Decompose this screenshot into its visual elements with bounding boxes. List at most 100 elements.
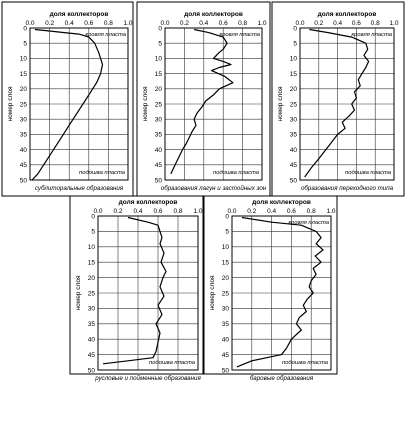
x-tick-label: 0.2 <box>180 20 189 27</box>
chart-panel-1: 0.0 0.2 0.4 0.6 0.8 1.0 0 5 10 15 20 25 30 35 40 45 50 до… <box>1 1 134 197</box>
x-tick-label: 0.0 <box>160 20 169 27</box>
x-tick-label: 0.6 <box>84 20 93 27</box>
chart-caption: образования переходного типа <box>301 185 394 192</box>
chart-title: доля коллекторов <box>184 11 243 18</box>
chart-title: доля коллекторов <box>50 11 109 18</box>
y-tick-label: 35 <box>20 132 28 139</box>
chart-caption: баровые образования <box>250 375 314 382</box>
y-tick-label: 0 <box>158 25 162 32</box>
annotation-top: кровля пласта <box>85 32 126 38</box>
y-tick-label: 20 <box>155 86 163 93</box>
y-tick-label: 10 <box>20 56 28 63</box>
y-tick-label: 0 <box>293 25 297 32</box>
y-tick-label: 20 <box>290 86 298 93</box>
x-tick-label: 0.6 <box>287 208 296 215</box>
y-tick-label: 5 <box>225 229 229 236</box>
y-tick-label: 40 <box>290 147 298 154</box>
plot-border <box>97 215 199 371</box>
y-tick-label: 35 <box>88 321 96 328</box>
x-tick-label: 0.6 <box>352 20 361 27</box>
chart-panel-5: 0.0 0.2 0.4 0.6 0.8 1.0 0 5 10 15 20 25 30 35 40 45 50 до… <box>203 195 338 382</box>
x-tick-label: 1.0 <box>193 208 202 215</box>
x-tick-label: 0.6 <box>219 20 228 27</box>
chart-caption: сублиторальные образования <box>35 185 124 192</box>
annotation-bottom: подошва пласта <box>345 170 392 176</box>
y-tick-label: 45 <box>290 162 298 169</box>
x-tick-label: 0.4 <box>133 208 142 215</box>
x-tick-label: 0.6 <box>153 208 162 215</box>
y-tick-label: 25 <box>20 101 28 108</box>
plot-border <box>164 27 263 181</box>
plot-border <box>231 215 332 371</box>
y-tick-label: 5 <box>91 229 95 236</box>
chart-title: доля коллекторов <box>318 11 377 18</box>
y-tick-label: 50 <box>222 367 230 374</box>
x-tick-label: 0.4 <box>199 20 208 27</box>
y-tick-label: 35 <box>222 321 230 328</box>
y-tick-label: 45 <box>20 162 28 169</box>
y-tick-label: 50 <box>88 367 96 374</box>
y-tick-label: 20 <box>222 275 230 282</box>
y-tick-label: 50 <box>20 177 28 184</box>
x-tick-label: 0.8 <box>104 20 113 27</box>
chart-panel-2: 0.0 0.2 0.4 0.6 0.8 1.0 0 5 10 15 20 25 30 35 40 45 50 до… <box>136 1 271 197</box>
x-tick-label: 0.2 <box>45 20 54 27</box>
series-line <box>102 216 167 365</box>
x-tick-label: 0.0 <box>93 208 102 215</box>
x-tick-label: 0.4 <box>267 208 276 215</box>
y-tick-label: 25 <box>155 101 163 108</box>
y-tick-label: 45 <box>155 162 163 169</box>
x-tick-label: 0.2 <box>314 20 323 27</box>
x-tick-label: 0.0 <box>227 208 236 215</box>
y-tick-label: 40 <box>155 147 163 154</box>
annotation-bottom: подошва пласта <box>213 170 260 176</box>
plot-border <box>29 27 129 181</box>
y-tick-label: 45 <box>88 352 96 359</box>
y-tick-label: 40 <box>222 337 230 344</box>
plot-border <box>299 27 395 181</box>
y-tick-label: 15 <box>20 71 28 78</box>
x-tick-label: 1.0 <box>257 20 266 27</box>
annotation-bottom: подошва пласта <box>149 360 196 366</box>
series-line <box>31 28 104 181</box>
x-tick-label: 0.2 <box>247 208 256 215</box>
x-tick-label: 1.0 <box>123 20 132 27</box>
y-tick-label: 15 <box>222 260 230 267</box>
y-tick-label: 50 <box>155 177 163 184</box>
y-tick-label: 10 <box>155 56 163 63</box>
x-tick-label: 0.0 <box>295 20 304 27</box>
chart-caption: образования лагун и застойных зон <box>161 185 267 192</box>
y-tick-label: 20 <box>88 275 96 282</box>
y-tick-label: 10 <box>222 244 230 251</box>
y-tick-label: 40 <box>88 337 96 344</box>
y-tick-label: 25 <box>290 101 298 108</box>
chart-title: доля коллекторов <box>119 199 178 206</box>
x-tick-label: 0.8 <box>371 20 380 27</box>
y-axis-label: номер слоя <box>75 275 82 310</box>
y-tick-label: 10 <box>290 56 298 63</box>
y-tick-label: 40 <box>20 147 28 154</box>
chart-panel-4: 0.0 0.2 0.4 0.6 0.8 1.0 0 5 10 15 20 25 30 35 40 45 50 до… <box>69 195 204 382</box>
y-axis-label: номер слоя <box>209 275 216 310</box>
y-axis-label: номер слоя <box>142 86 149 121</box>
x-tick-label: 0.4 <box>65 20 74 27</box>
x-tick-label: 0.8 <box>307 208 316 215</box>
x-tick-label: 0.8 <box>173 208 182 215</box>
annotation-bottom: подошва пласта <box>282 360 329 366</box>
chart-caption: русловые и пойменные образования <box>94 375 201 382</box>
annotation-top: кровля пласта <box>219 32 260 38</box>
y-tick-label: 25 <box>88 290 96 297</box>
y-tick-label: 45 <box>222 352 230 359</box>
annotation-bottom: подошва пласта <box>79 170 126 176</box>
x-tick-label: 0.8 <box>238 20 247 27</box>
y-tick-label: 25 <box>222 290 230 297</box>
y-tick-label: 10 <box>88 244 96 251</box>
series-line <box>304 28 370 178</box>
y-tick-label: 0 <box>225 213 229 220</box>
annotation-top: кровля пласта <box>288 220 329 226</box>
y-tick-label: 30 <box>20 117 28 124</box>
y-tick-label: 35 <box>290 132 298 139</box>
x-tick-label: 1.0 <box>326 208 335 215</box>
y-tick-label: 5 <box>158 41 162 48</box>
